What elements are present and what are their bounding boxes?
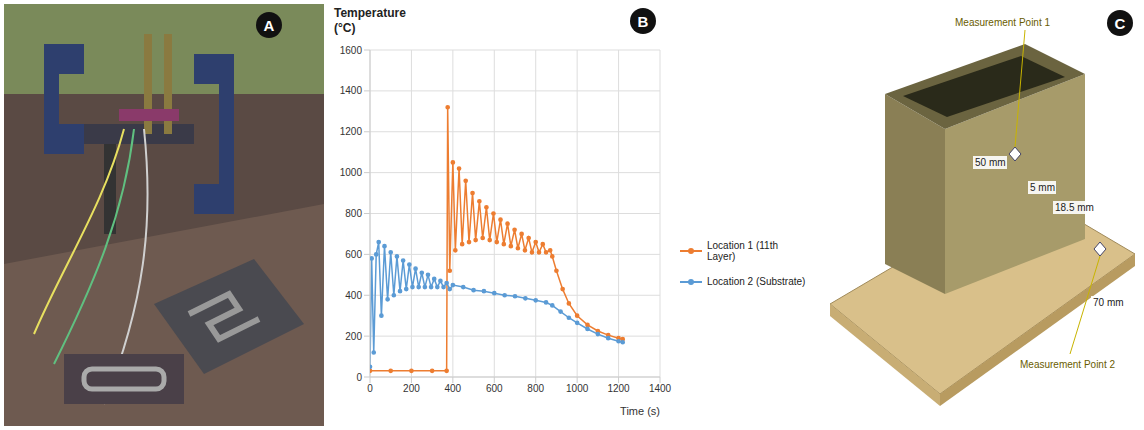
- svg-text:Measurement Point 2: Measurement Point 2: [1020, 359, 1115, 370]
- html-text:B: B: [637, 12, 649, 30]
- html-text:Temperature: Temperature: [334, 6, 406, 20]
- svg-text:1600: 1600: [340, 45, 363, 56]
- svg-text:70 mm: 70 mm: [1093, 297, 1124, 308]
- svg-text:1000: 1000: [340, 167, 363, 178]
- html-text:C: C: [1114, 14, 1126, 32]
- svg-text:1400: 1400: [340, 85, 363, 96]
- svg-text:200: 200: [345, 331, 362, 342]
- html-text:Location 1 (11th Layer): Location 1 (11th Layer): [707, 240, 778, 262]
- svg-text:400: 400: [345, 290, 362, 301]
- svg-text:1200: 1200: [340, 126, 363, 137]
- html-text:Location 2 (Substrate): Location 2 (Substrate): [707, 276, 806, 287]
- svg-text:50 mm: 50 mm: [975, 157, 1006, 168]
- svg-text:200: 200: [403, 383, 420, 394]
- html-text:(°C): (°C): [334, 21, 356, 35]
- svg-text:0: 0: [356, 372, 362, 383]
- svg-text:18.5 mm: 18.5 mm: [1055, 202, 1094, 213]
- svg-text:800: 800: [345, 208, 362, 219]
- svg-text:600: 600: [345, 249, 362, 260]
- svg-text:800: 800: [527, 383, 544, 394]
- svg-text:5 mm: 5 mm: [1030, 182, 1055, 193]
- svg-text:1400: 1400: [649, 383, 672, 394]
- svg-text:Measurement Point 1: Measurement Point 1: [955, 17, 1050, 28]
- svg-text:1200: 1200: [607, 383, 630, 394]
- html-text:A: A: [263, 16, 275, 34]
- svg-text:600: 600: [486, 383, 503, 394]
- svg-text:1000: 1000: [566, 383, 589, 394]
- svg-text:Time (s): Time (s): [620, 405, 660, 417]
- svg-text:0: 0: [367, 383, 373, 394]
- svg-text:400: 400: [445, 383, 462, 394]
